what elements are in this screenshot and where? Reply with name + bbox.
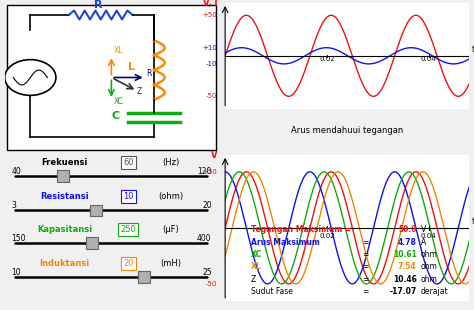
Text: 0.04: 0.04	[421, 233, 437, 239]
Text: Induktansi: Induktansi	[39, 259, 90, 268]
Text: Z: Z	[137, 87, 142, 96]
Text: -50: -50	[206, 281, 218, 287]
Text: 40: 40	[11, 167, 21, 176]
Text: t (s): t (s)	[472, 45, 474, 54]
Text: 3: 3	[11, 201, 16, 210]
Text: Kapasitansi: Kapasitansi	[37, 225, 92, 234]
Text: 10.46: 10.46	[392, 275, 417, 284]
Text: 150: 150	[11, 234, 26, 243]
Text: Tegangan Maksimum =: Tegangan Maksimum =	[251, 225, 351, 234]
Text: 4.78: 4.78	[398, 238, 417, 247]
Text: =: =	[362, 250, 368, 259]
Text: 50.0: 50.0	[398, 225, 417, 234]
Text: XL: XL	[113, 46, 123, 55]
Text: -50: -50	[206, 93, 218, 99]
Text: 0.02: 0.02	[319, 233, 335, 239]
FancyBboxPatch shape	[90, 205, 102, 216]
Text: V, I: V, I	[203, 0, 218, 7]
Text: 0.02: 0.02	[319, 56, 335, 63]
Text: R: R	[146, 69, 152, 78]
FancyBboxPatch shape	[57, 170, 69, 182]
Text: 20: 20	[202, 201, 211, 210]
Text: 10.61: 10.61	[392, 250, 417, 259]
Text: ohm: ohm	[421, 275, 438, 284]
Text: =: =	[362, 287, 368, 296]
Text: R: R	[94, 0, 103, 10]
Text: t (s): t (s)	[472, 217, 474, 226]
Text: (mH): (mH)	[161, 259, 182, 268]
Text: =: =	[362, 238, 368, 247]
Text: Resistansi: Resistansi	[40, 192, 89, 201]
Text: derajat: derajat	[421, 287, 448, 296]
Text: =: =	[362, 275, 368, 284]
Text: (Hz): (Hz)	[163, 158, 180, 167]
Text: Arus Maksimum: Arus Maksimum	[251, 238, 319, 247]
Text: 60: 60	[123, 158, 134, 167]
Text: Sudut Fase: Sudut Fase	[251, 287, 293, 296]
Text: 120: 120	[197, 167, 211, 176]
FancyBboxPatch shape	[138, 272, 150, 283]
Text: 250: 250	[120, 225, 137, 234]
Text: L: L	[128, 62, 136, 72]
Text: (ohm): (ohm)	[158, 192, 184, 201]
Text: 10: 10	[11, 268, 21, 277]
Text: V: V	[421, 225, 426, 234]
Text: XC: XC	[113, 97, 124, 106]
Text: -17.07: -17.07	[389, 287, 417, 296]
Text: 7.54: 7.54	[398, 263, 417, 272]
Text: V: V	[211, 151, 218, 160]
Text: C: C	[111, 111, 119, 121]
Text: +50: +50	[203, 12, 218, 18]
Text: 10: 10	[123, 192, 134, 201]
Text: A: A	[421, 238, 426, 247]
Text: 20: 20	[123, 259, 134, 268]
Text: 0.04: 0.04	[421, 56, 437, 63]
Circle shape	[5, 60, 56, 95]
FancyBboxPatch shape	[86, 237, 98, 249]
Text: 400: 400	[197, 234, 211, 243]
Text: (μF): (μF)	[163, 225, 180, 234]
Text: Z: Z	[251, 275, 256, 284]
Text: XC: XC	[251, 250, 262, 259]
Text: =: =	[362, 263, 368, 272]
Text: ohm: ohm	[421, 250, 438, 259]
Text: 25: 25	[202, 268, 211, 277]
Text: +50: +50	[203, 169, 218, 175]
FancyBboxPatch shape	[7, 5, 216, 150]
Text: ohm: ohm	[421, 263, 438, 272]
Text: Arus mendahuui tegangan: Arus mendahuui tegangan	[291, 126, 403, 135]
Text: Frekuensi: Frekuensi	[41, 158, 88, 167]
Text: -10: -10	[206, 61, 218, 67]
Text: XL: XL	[251, 263, 262, 272]
Text: +10: +10	[203, 45, 218, 51]
